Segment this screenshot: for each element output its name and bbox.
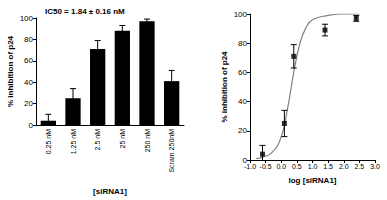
svg-text:100: 100	[234, 10, 248, 19]
svg-text:40: 40	[24, 78, 33, 87]
svg-text:-1.0: -1.0	[244, 163, 256, 170]
svg-text:250 nM: 250 nM	[144, 129, 151, 153]
svg-text:1.5: 1.5	[323, 163, 333, 170]
svg-text:3.0: 3.0	[370, 163, 380, 170]
svg-text:Scram 250nM: Scram 250nM	[168, 129, 175, 173]
svg-text:0: 0	[29, 121, 34, 130]
svg-text:80: 80	[238, 39, 247, 48]
svg-text:log [siRNA1]: log [siRNA1]	[289, 176, 337, 185]
svg-text:2.0: 2.0	[339, 163, 349, 170]
svg-text:1.25 nM: 1.25 nM	[70, 129, 77, 154]
svg-text:80: 80	[24, 35, 33, 44]
svg-text:-0.5: -0.5	[260, 163, 272, 170]
svg-text:% inhibition of p24: % inhibition of p24	[220, 51, 229, 123]
svg-text:25 nM: 25 nM	[119, 129, 126, 149]
svg-text:20: 20	[238, 126, 247, 135]
svg-text:0.0: 0.0	[276, 163, 286, 170]
svg-text:40: 40	[238, 97, 247, 106]
svg-text:2.5 nM: 2.5 nM	[94, 129, 101, 151]
svg-text:IC50 = 1.84 ± 0.16 nM: IC50 = 1.84 ± 0.16 nM	[45, 7, 125, 16]
svg-text:100: 100	[20, 14, 34, 23]
svg-text:0: 0	[242, 155, 247, 165]
svg-text:% inhibition of p24: % inhibition of p24	[6, 35, 15, 107]
svg-text:20: 20	[24, 99, 33, 108]
svg-text:60: 60	[24, 56, 33, 65]
svg-text:1.0: 1.0	[308, 163, 318, 170]
svg-text:0.25 nM: 0.25 nM	[45, 129, 52, 154]
svg-text:60: 60	[238, 68, 247, 77]
svg-text:[siRNA1]: [siRNA1]	[93, 187, 127, 196]
svg-text:2.5: 2.5	[355, 163, 365, 170]
svg-text:0.5: 0.5	[292, 163, 302, 170]
